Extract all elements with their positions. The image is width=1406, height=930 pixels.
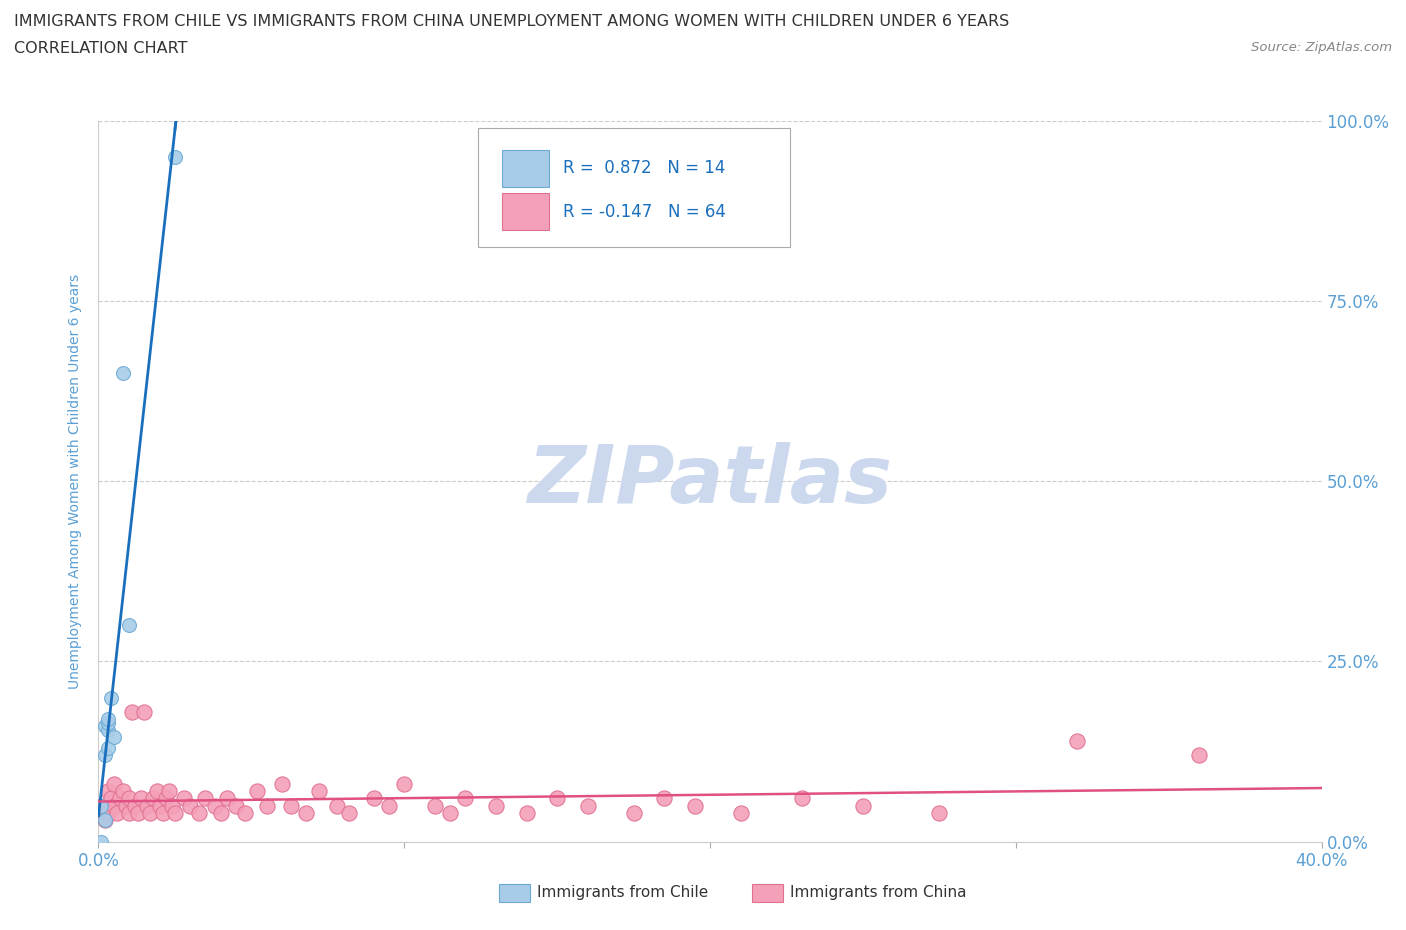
Text: ZIPatlas: ZIPatlas [527,443,893,520]
Point [209,805,232,820]
Point [295,805,318,820]
Point [136,798,159,813]
Point [363,790,385,805]
Point [149,798,172,813]
Point [145,784,167,799]
Point [100,690,122,705]
Point [173,790,195,805]
Point [155,790,177,805]
Point [152,805,174,820]
Point [93,719,115,734]
Point [127,805,149,820]
Point [118,790,141,805]
Text: IMMIGRANTS FROM CHILE VS IMMIGRANTS FROM CHINA UNEMPLOYMENT AMONG WOMEN WITH CHI: IMMIGRANTS FROM CHILE VS IMMIGRANTS FROM… [14,14,1010,29]
Point [256,798,278,813]
Point [270,777,292,791]
Point [129,790,152,805]
Point [423,798,446,813]
Point [97,740,120,755]
Bar [502,193,548,231]
Point [139,805,162,820]
Point [103,730,125,745]
Point [160,798,183,813]
Point [97,805,120,820]
Point [103,798,125,813]
Point [97,784,120,799]
Point [454,790,477,805]
Point [118,805,141,820]
Point [118,618,141,633]
Point [337,805,360,820]
Point [90,798,112,813]
Text: Immigrants from China: Immigrants from China [790,885,967,900]
Point [485,798,508,813]
Point [790,790,813,805]
Point [115,798,138,813]
Point [121,705,143,720]
Point [103,777,125,791]
Point [134,705,156,720]
Point [546,790,568,805]
Point [111,784,134,799]
Point [179,798,201,813]
Point [683,798,706,813]
Y-axis label: Unemployment Among Women with Children Under 6 years: Unemployment Among Women with Children U… [69,273,83,689]
Point [730,805,752,820]
Point [90,834,112,849]
Point [97,723,120,737]
Text: CORRELATION CHART: CORRELATION CHART [14,41,187,56]
Point [233,805,256,820]
Point [392,777,416,791]
Point [111,365,134,380]
Point [100,790,122,805]
Point [225,798,247,813]
Text: Immigrants from Chile: Immigrants from Chile [537,885,709,900]
Point [852,798,875,813]
Text: Source: ZipAtlas.com: Source: ZipAtlas.com [1251,41,1392,54]
Point [439,805,461,820]
Point [157,784,180,799]
Point [204,798,226,813]
Point [576,798,599,813]
Text: R = -0.147   N = 64: R = -0.147 N = 64 [564,203,725,220]
Point [280,798,302,813]
Text: R =  0.872   N = 14: R = 0.872 N = 14 [564,159,725,178]
Point [623,805,645,820]
Point [652,790,675,805]
FancyBboxPatch shape [478,128,790,247]
Point [516,805,538,820]
Point [105,805,128,820]
Point [163,805,186,820]
Point [124,798,146,813]
Point [326,798,349,813]
Point [93,748,115,763]
Point [163,150,186,165]
Point [108,790,131,805]
Point [93,813,115,828]
Point [378,798,401,813]
Point [93,813,115,828]
Point [308,784,330,799]
Point [246,784,269,799]
Point [928,805,950,820]
Point [1066,733,1088,748]
Point [194,790,217,805]
Point [97,711,120,726]
Bar [502,150,548,187]
Point [188,805,211,820]
Point [142,790,165,805]
Point [90,798,112,813]
Point [97,715,120,730]
Point [215,790,238,805]
Point [1188,748,1211,763]
